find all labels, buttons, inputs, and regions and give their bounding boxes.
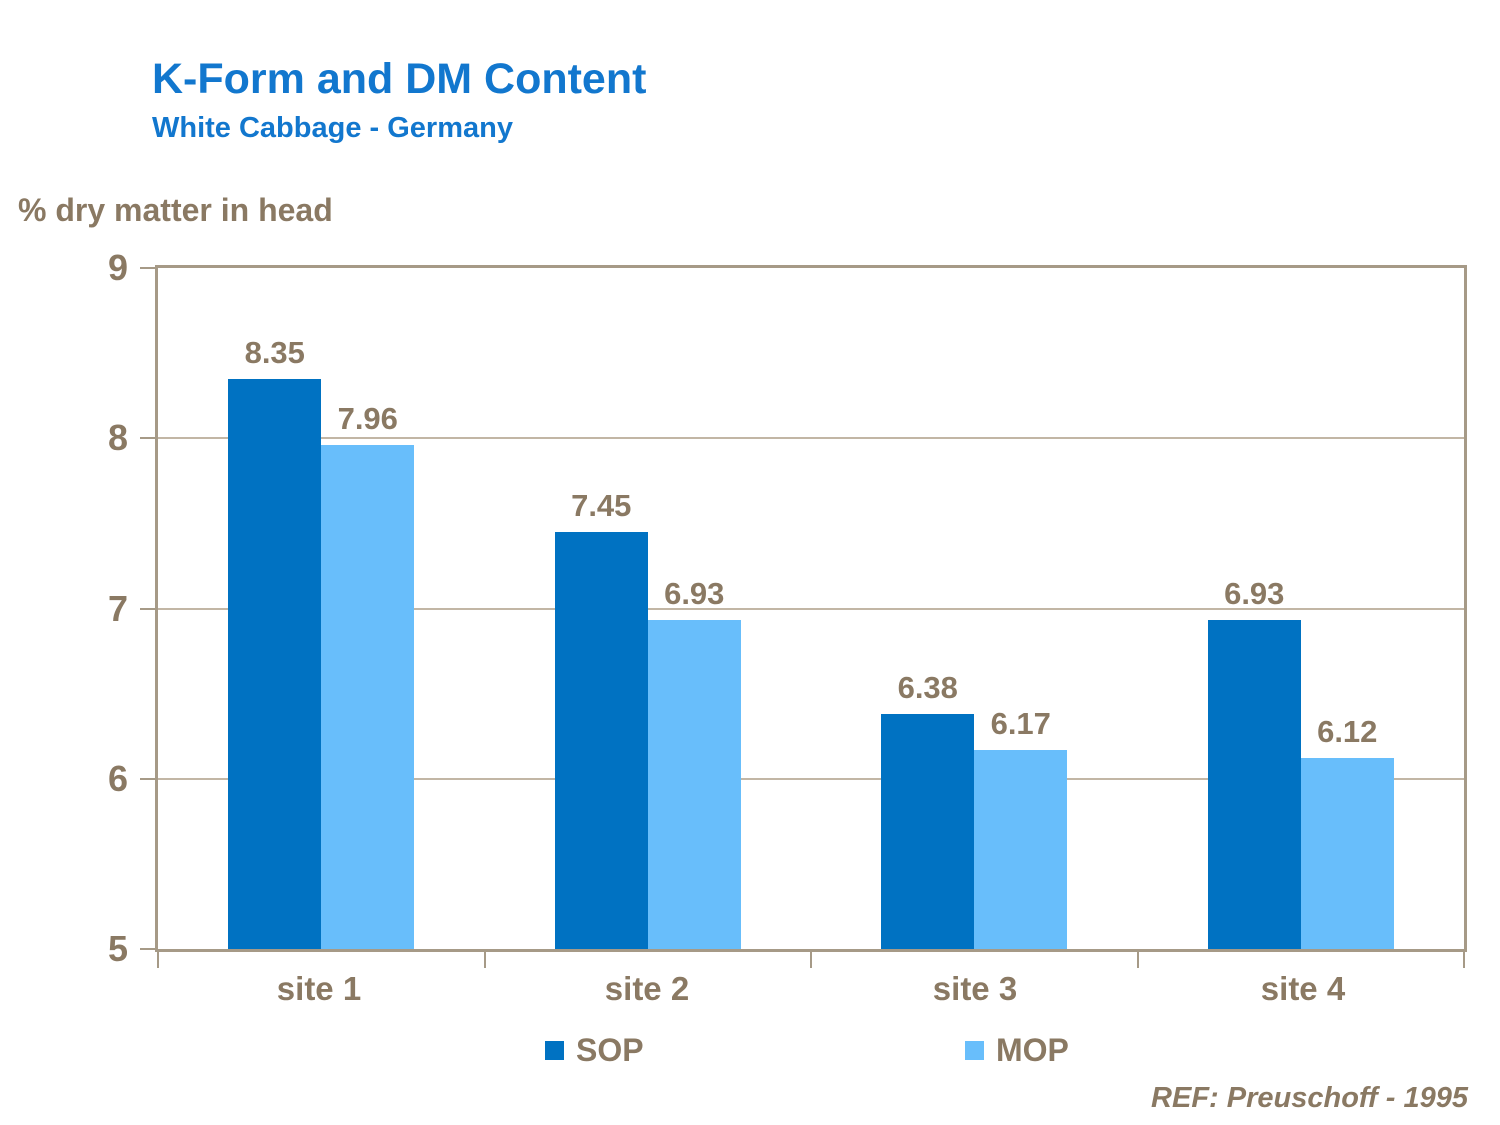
- y-tick-mark-6: [140, 777, 155, 780]
- x-tick-mark-0: [157, 952, 159, 968]
- bar-value-label: 6.12: [1317, 714, 1378, 750]
- legend-label: SOP: [576, 1032, 644, 1068]
- bar-group-site-3: 6.38 6.17: [811, 268, 1138, 949]
- x-label-site-2: site 2: [604, 970, 690, 1007]
- bar-value-label: 6.93: [664, 576, 725, 612]
- legend-item-mop: MOP: [965, 1032, 1069, 1069]
- x-label-site-3: site 3: [932, 970, 1018, 1007]
- bar-group-site-4: 6.93 6.12: [1138, 268, 1465, 949]
- chart-subtitle: White Cabbage - Germany: [152, 112, 513, 144]
- bar-value-label: 7.45: [571, 487, 632, 523]
- bar-mop-site-3: 6.17: [974, 706, 1068, 949]
- y-tick-mark-7: [140, 607, 155, 610]
- y-tick-mark-8: [140, 437, 155, 440]
- bar-group-site-2: 7.45 6.93: [485, 268, 812, 949]
- legend-label: MOP: [996, 1032, 1069, 1068]
- legend-swatch-icon: [965, 1041, 984, 1060]
- x-tick-mark-3: [1136, 952, 1139, 968]
- bar-value-label: 6.17: [990, 705, 1051, 741]
- y-axis-title: % dry matter in head: [18, 192, 333, 228]
- bar-sop-site-2: 7.45: [554, 488, 648, 949]
- y-tick-label-7: 7: [107, 587, 128, 629]
- y-tick-label-5: 5: [107, 928, 128, 969]
- x-axis-labels: site 1 site 2 site 3 site 4: [155, 970, 1467, 1008]
- gridline-y-6: [158, 777, 1464, 780]
- y-tick-label-6: 6: [107, 757, 128, 799]
- y-tick-label-8: 8: [107, 417, 128, 459]
- bar-value-label: 6.93: [1224, 576, 1285, 612]
- bar-sop-site-1: 8.35: [228, 335, 322, 949]
- bar-value-label: 8.35: [244, 334, 305, 370]
- chart-title: K-Form and DM Content: [152, 55, 647, 103]
- bar-value-label: 6.38: [897, 670, 958, 706]
- y-tick-label-9: 9: [107, 247, 128, 288]
- plot-area: 8.35 7.96 7.45 6.93 6.38 6.17 6.93 6.12 5 6 7 8 9: [108, 250, 1467, 968]
- bar-sop-site-4: 6.93: [1207, 576, 1301, 949]
- legend-item-sop: SOP: [545, 1032, 644, 1069]
- x-tick-mark-2: [810, 952, 812, 968]
- bar-mop-site-2: 6.93: [647, 576, 741, 949]
- x-label-site-4: site 4: [1260, 970, 1346, 1007]
- gridline-y-8: [158, 437, 1464, 440]
- bar-groups: 8.35 7.96 7.45 6.93 6.38 6.17 6.93 6.12: [158, 268, 1464, 949]
- gridline-y-7: [158, 607, 1464, 610]
- bar-value-label: 7.96: [337, 401, 398, 437]
- bar-group-site-1: 8.35 7.96: [158, 268, 485, 949]
- reference-note: REF: Preuschoff - 1995: [1151, 1082, 1468, 1114]
- y-tick-mark-9: [140, 267, 155, 269]
- bar-mop-site-1: 7.96: [321, 401, 415, 949]
- bar-sop-site-3: 6.38: [881, 670, 975, 949]
- x-tick-mark-1: [483, 952, 486, 968]
- x-label-site-1: site 1: [276, 970, 362, 1007]
- bar-mop-site-4: 6.12: [1300, 714, 1394, 949]
- x-tick-mark-4: [1463, 952, 1465, 968]
- y-tick-mark-5: [140, 948, 155, 950]
- legend-swatch-icon: [545, 1041, 564, 1060]
- chart-legend: SOP MOP: [0, 1032, 1500, 1076]
